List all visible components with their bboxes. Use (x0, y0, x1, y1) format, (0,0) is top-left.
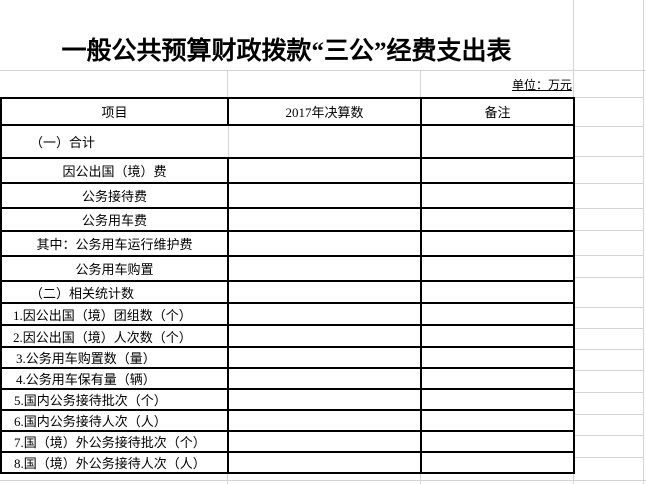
gridline (573, 183, 643, 184)
table-row: 5.国内公务接待批次（个） (0, 388, 575, 411)
table-row: 2.因公出国（境）人次数（个） (0, 324, 575, 348)
table-row: （一）合计 (0, 124, 575, 159)
gridline (573, 307, 643, 308)
gridline (573, 370, 643, 371)
cell-note[interactable] (420, 388, 575, 411)
gridline (573, 230, 643, 231)
gridline (573, 414, 643, 415)
gridline (573, 392, 643, 393)
header-cell-item: 项目 (0, 97, 229, 126)
page-title: 一般公共预算财政拨款“三公”经费支出表 (61, 38, 512, 65)
gridline (573, 457, 643, 458)
cell-item-label: 公务用车费 (0, 207, 229, 232)
cell-item-label: 5.国内公务接待批次（个） (0, 388, 229, 411)
gridline (227, 70, 228, 97)
gridline (0, 70, 646, 71)
cell-item-label: （一）合计 (0, 124, 229, 159)
table-row: 8.国（境）外公务接待人次（人） (0, 451, 575, 474)
cell-note[interactable] (420, 324, 575, 348)
cell-note[interactable] (420, 451, 575, 474)
table-row: 1.因公出国（境）团组数（个） (0, 302, 575, 326)
cell-2017-value[interactable] (227, 255, 422, 282)
gridline (573, 255, 643, 256)
table-row: 7.国（境）外公务接待批次（个） (0, 430, 575, 453)
cell-2017-value[interactable] (227, 346, 422, 369)
cell-item-label: 3.公务用车购置数（量） (0, 346, 229, 369)
cell-2017-value[interactable] (227, 207, 422, 232)
gridline (420, 466, 421, 484)
cell-2017-value[interactable] (227, 409, 422, 432)
table-row: 其中：公务用车运行维护费 (0, 230, 575, 257)
cell-item-label: 1.因公出国（境）团组数（个） (0, 302, 229, 326)
cell-item-label: 6.国内公务接待人次（人） (0, 409, 229, 432)
cell-item-label: 因公出国（境）费 (0, 157, 229, 184)
table-row: （二）相关统计数 (0, 280, 575, 304)
cell-note[interactable] (420, 367, 575, 390)
gridline (573, 156, 643, 157)
cell-note[interactable] (420, 346, 575, 369)
cell-2017-value[interactable] (227, 157, 422, 184)
header-cell-2017-final: 2017年决算数 (227, 97, 422, 126)
cell-item-label: （二）相关统计数 (0, 280, 229, 304)
unit-label: 单位：万元 (511, 78, 572, 92)
table-row: 因公出国（境）费 (0, 157, 575, 184)
gridline (573, 97, 643, 98)
gridline (573, 0, 574, 97)
cell-note[interactable] (420, 124, 575, 159)
cell-2017-value[interactable] (227, 451, 422, 474)
cell-item-label: 公务接待费 (0, 182, 229, 209)
expense-table: 项目 2017年决算数 备注 （一）合计 因公出国（境）费 公务接待费 公务用车… (0, 97, 575, 474)
cell-note[interactable] (420, 430, 575, 453)
gridline (573, 349, 643, 350)
cell-2017-value[interactable] (227, 388, 422, 411)
gridline (573, 466, 574, 484)
cell-item-label: 公务用车购置 (0, 255, 229, 282)
cell-note[interactable] (420, 302, 575, 326)
cell-2017-value[interactable] (227, 230, 422, 257)
gridline (573, 126, 643, 127)
cell-2017-value[interactable] (227, 124, 422, 159)
cell-2017-value[interactable] (227, 324, 422, 348)
gridline (573, 208, 643, 209)
table-row: 公务用车购置 (0, 255, 575, 282)
table-row: 公务用车费 (0, 207, 575, 232)
cell-item-label: 8.国（境）外公务接待人次（人） (0, 451, 229, 474)
cell-note[interactable] (420, 157, 575, 184)
cell-2017-value[interactable] (227, 302, 422, 326)
cell-item-label: 4.公务用车保有量（辆） (0, 367, 229, 390)
gridline (643, 0, 644, 484)
table-header-row: 项目 2017年决算数 备注 (0, 97, 575, 126)
gridline (573, 328, 643, 329)
gridline (420, 70, 421, 97)
cell-note[interactable] (420, 280, 575, 304)
cell-2017-value[interactable] (227, 182, 422, 209)
gridline (573, 435, 643, 436)
table-row: 公务接待费 (0, 182, 575, 209)
cell-item-label: 其中：公务用车运行维护费 (0, 230, 229, 257)
table-row: 6.国内公务接待人次（人） (0, 409, 575, 432)
cell-note[interactable] (420, 409, 575, 432)
cell-item-label: 7.国（境）外公务接待批次（个） (0, 430, 229, 453)
header-cell-note: 备注 (420, 97, 575, 126)
cell-item-label: 2.因公出国（境）人次数（个） (0, 324, 229, 348)
cell-note[interactable] (420, 230, 575, 257)
gridline (573, 277, 643, 278)
cell-2017-value[interactable] (227, 430, 422, 453)
cell-2017-value[interactable] (227, 367, 422, 390)
cell-note[interactable] (420, 207, 575, 232)
cell-2017-value[interactable] (227, 280, 422, 304)
gridline (227, 466, 228, 484)
table-row: 4.公务用车保有量（辆） (0, 367, 575, 390)
cell-note[interactable] (420, 182, 575, 209)
cell-note[interactable] (420, 255, 575, 282)
table-row: 3.公务用车购置数（量） (0, 346, 575, 369)
gridline (0, 480, 646, 481)
